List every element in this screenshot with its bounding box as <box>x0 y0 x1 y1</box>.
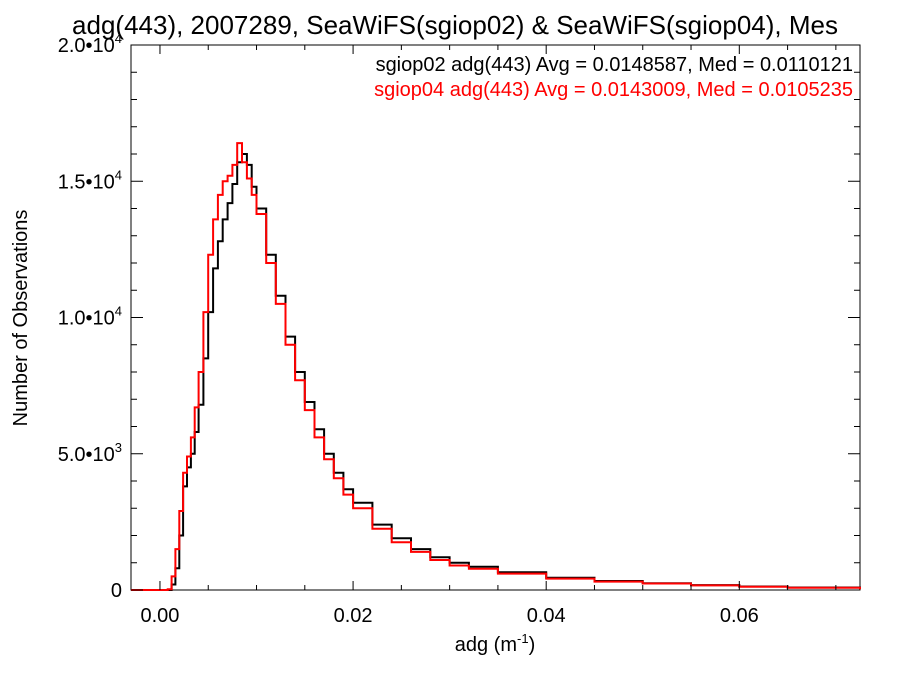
y-tick-label: 1.5•104 <box>58 167 122 193</box>
series-layer <box>131 142 861 591</box>
x-axis-label: adg (m-1) <box>455 631 535 656</box>
y-axis-label: Number of Observations <box>10 210 32 427</box>
x-axis-label-close: ) <box>529 634 536 656</box>
y-axis: 0 5.0•103 1.0•104 1.5•104 2.0•104 <box>58 31 860 602</box>
series-line-sgiop02 <box>131 153 861 591</box>
plot-area-border <box>130 44 861 591</box>
y-tick-label: 1.0•104 <box>58 304 122 330</box>
x-tick-label: 0.02 <box>334 605 373 627</box>
series-line-sgiop04 <box>131 142 861 591</box>
y-tick-label: 5.0•103 <box>58 440 122 466</box>
legend-entry-sgiop04: sgiop04 adg(443) Avg = 0.0143009, Med = … <box>374 79 853 101</box>
plot-frame <box>130 44 861 591</box>
x-tick-label: 0.00 <box>140 605 179 627</box>
y-tick-label: 0 <box>111 580 122 602</box>
chart-title: adg(443), 2007289, SeaWiFS(sgiop02) & Se… <box>72 10 838 40</box>
x-axis-label-text: adg (m <box>455 634 517 656</box>
x-axis-label-exponent: -1 <box>517 631 529 646</box>
x-tick-label: 0.06 <box>720 605 759 627</box>
legend-entry-sgiop02: sgiop02 adg(443) Avg = 0.0148587, Med = … <box>376 54 853 76</box>
y-tick-label: 2.0•104 <box>58 31 122 57</box>
x-axis: 0.00 0.02 0.04 0.06 <box>140 45 837 627</box>
x-tick-label: 0.04 <box>527 605 566 627</box>
